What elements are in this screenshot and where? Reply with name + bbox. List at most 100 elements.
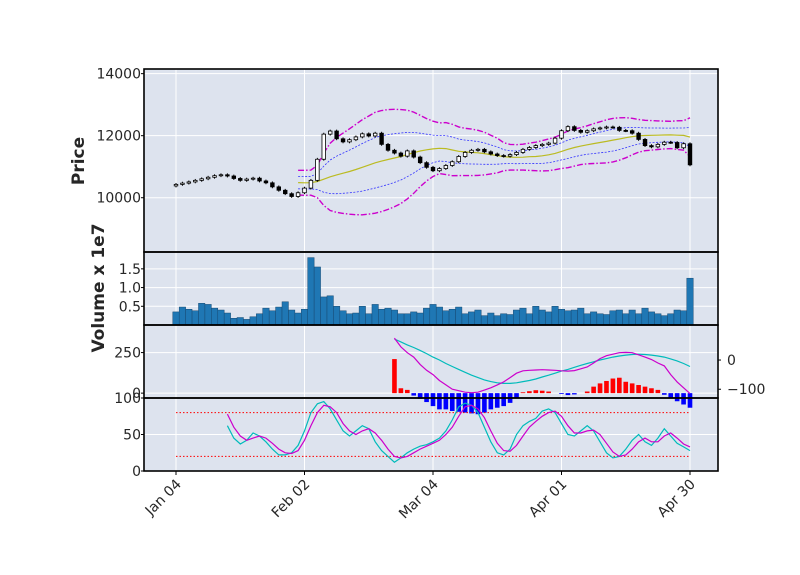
candlestick — [655, 142, 661, 149]
candlestick — [405, 149, 410, 158]
candle-body — [469, 149, 474, 153]
candlestick — [597, 126, 603, 131]
candle-body — [302, 187, 307, 194]
candle-body — [193, 179, 198, 183]
volume-bar — [223, 312, 231, 326]
candle-body — [430, 166, 436, 172]
candle-body — [668, 141, 673, 144]
macd-histogram-bar — [597, 383, 603, 394]
candlestick — [527, 146, 532, 151]
candle-body — [205, 176, 211, 180]
candlestick — [186, 180, 192, 185]
volume-bar — [301, 309, 308, 326]
volume-bar — [333, 306, 341, 326]
macd-histogram-bar — [674, 393, 680, 402]
volume-bar — [172, 311, 180, 326]
candle-body — [263, 180, 269, 184]
macd-histogram-bar — [623, 381, 629, 394]
volume-bar — [538, 309, 546, 326]
volume-bar — [455, 306, 463, 326]
volume-bar — [423, 307, 431, 326]
macd-histogram-bar — [417, 393, 423, 399]
candlestick — [180, 181, 185, 186]
candle-body — [295, 192, 301, 197]
candle-body — [238, 178, 243, 181]
candle-body — [218, 174, 224, 177]
candlestick — [540, 142, 545, 148]
candlestick — [546, 141, 551, 146]
candlestick — [231, 174, 237, 180]
candle-body — [398, 152, 404, 157]
macd-histogram-bar — [572, 393, 577, 395]
candlestick — [193, 178, 198, 184]
volume-bar — [371, 304, 379, 326]
volume-bar — [384, 307, 392, 326]
candlestick — [437, 167, 442, 173]
macd-signal-line — [394, 338, 691, 384]
candlestick — [385, 142, 391, 152]
macd-histogram-bar — [475, 393, 481, 415]
candle-body — [527, 147, 532, 150]
candle-body — [443, 165, 449, 169]
volume-bar — [641, 307, 649, 326]
volume-bar — [288, 309, 296, 326]
stochastic-panel — [176, 400, 691, 463]
volume-bar — [339, 310, 347, 326]
volume-bar — [262, 307, 270, 326]
candlestick — [270, 181, 275, 189]
candle-body — [385, 143, 391, 151]
macd-histogram-bar — [520, 392, 526, 394]
lower-outer-band — [298, 147, 691, 216]
candle-body — [186, 181, 192, 184]
upper-inner-band — [298, 126, 691, 177]
candle-body — [649, 145, 654, 148]
volume-bar — [429, 304, 437, 326]
candle-body — [456, 156, 461, 163]
candlestick — [668, 140, 673, 144]
candlestick — [302, 186, 307, 195]
candle-body — [617, 126, 622, 131]
candlestick — [308, 178, 314, 190]
volume-bar — [268, 310, 276, 326]
candlestick — [218, 173, 224, 178]
volume-bar — [352, 312, 360, 326]
y-tick-label: 100 — [114, 391, 141, 407]
candle-body — [257, 177, 262, 182]
volume-bar — [390, 309, 398, 326]
candle-body — [340, 138, 346, 143]
candle-body — [642, 139, 648, 147]
volume-bar — [680, 310, 688, 326]
candlestick — [642, 138, 648, 148]
volume-bar — [320, 296, 328, 326]
volume-bar — [480, 315, 488, 326]
candlestick — [295, 191, 301, 198]
macd-histogram-bar — [604, 380, 609, 394]
candle-body — [405, 150, 410, 157]
candlestick — [327, 129, 333, 136]
volume-bar — [313, 266, 321, 326]
candlestick — [372, 131, 378, 138]
y-tick-label: 250 — [114, 346, 141, 362]
volume-bar — [615, 309, 623, 326]
candle-body — [289, 193, 294, 197]
candle-body — [629, 130, 635, 134]
candlestick — [417, 155, 423, 165]
volume-bar — [660, 315, 668, 326]
candlestick — [443, 164, 449, 170]
candle-body — [507, 154, 513, 157]
candlestick — [353, 135, 359, 142]
panel-background — [144, 69, 718, 252]
candle-body — [308, 179, 314, 189]
candlestick — [244, 177, 249, 182]
candle-body — [231, 175, 237, 179]
candlestick — [462, 151, 468, 158]
candle-body — [270, 182, 275, 188]
candle-body — [411, 150, 416, 158]
candlestick — [617, 125, 622, 132]
upper-outer-band — [298, 108, 691, 171]
volume-bar — [513, 309, 520, 326]
candle-body — [321, 133, 326, 160]
candle-body — [417, 156, 423, 164]
candlestick — [450, 160, 455, 167]
macd-histogram-bar — [539, 390, 545, 394]
